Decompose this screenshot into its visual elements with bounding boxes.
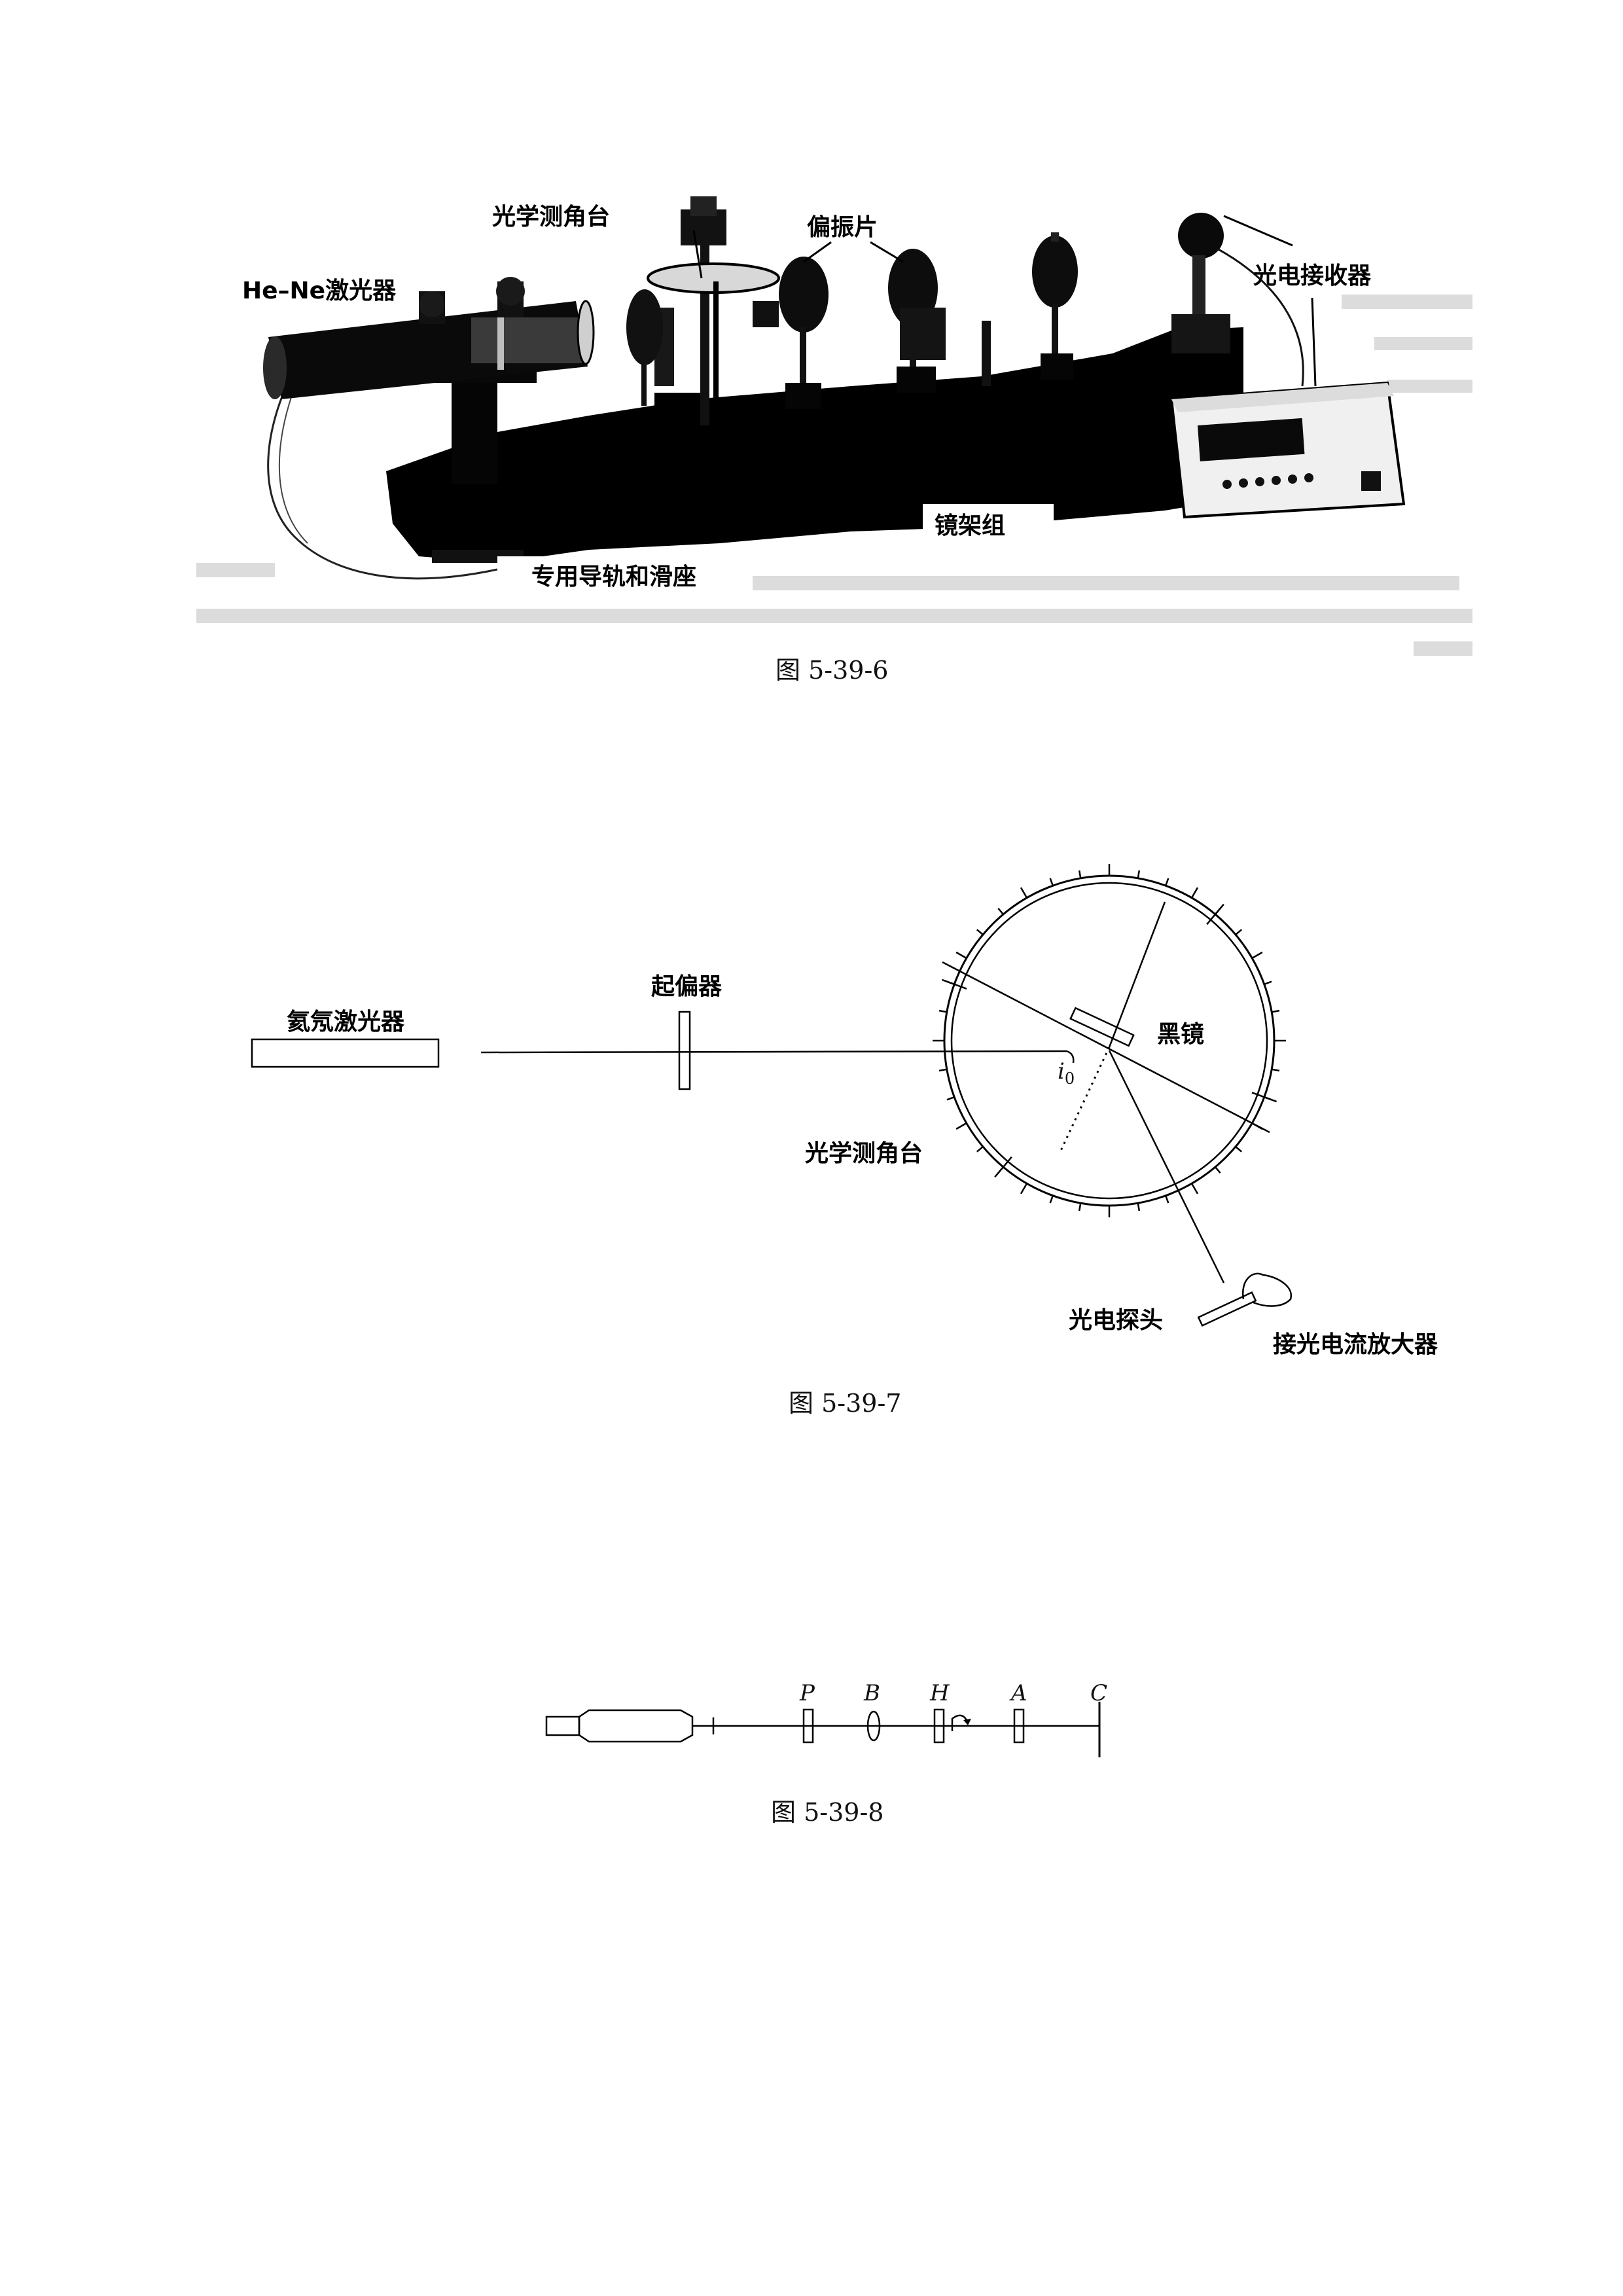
- label-he-ne-laser: He–Ne激光器: [242, 278, 397, 304]
- dial-tick: [1251, 951, 1263, 960]
- dial-tick: [976, 929, 984, 935]
- dial-tick: [955, 1122, 967, 1130]
- label-black-mirror: 黑镜: [1157, 1021, 1205, 1048]
- label-incidence-angle: i0: [1058, 1058, 1075, 1088]
- receiver-head: [1171, 213, 1230, 353]
- brewster-schematic: [251, 864, 1293, 1327]
- dial-tick: [938, 1068, 948, 1072]
- dial-tick: [1049, 878, 1054, 886]
- background-bleed: [196, 295, 1472, 656]
- photo-probe: [1197, 1272, 1293, 1327]
- caption-fig-7: 图 5-39-7: [789, 1389, 902, 1418]
- dial-tick: [1271, 1068, 1280, 1072]
- polarizer-3: [982, 232, 1078, 386]
- polarizer-2: [888, 249, 946, 393]
- laser-tube: [263, 277, 595, 399]
- dial-tick: [1235, 1146, 1243, 1153]
- label-receiver-photo: 光电接收器: [1253, 262, 1372, 289]
- leader-lines: [692, 215, 1317, 387]
- element-b: [866, 1710, 881, 1742]
- label-b: B: [864, 1680, 880, 1706]
- reflected-beam: [1108, 1050, 1225, 1283]
- dial-tick: [1078, 870, 1082, 879]
- goniometer-table: [626, 196, 780, 432]
- dial-tick: [1137, 870, 1141, 879]
- polarizer-1: [779, 257, 829, 409]
- caption-fig-6: 图 5-39-6: [776, 656, 889, 685]
- dial-tick: [1235, 929, 1243, 935]
- label-goniometer-photo: 光学测角台: [492, 204, 611, 230]
- incident-beam: [480, 1050, 1067, 1054]
- dial-major-mark: [994, 1156, 1012, 1178]
- black-mirror: [1069, 1007, 1135, 1047]
- dial-tick: [997, 907, 1004, 915]
- label-rail: 专用导轨和滑座: [531, 564, 697, 590]
- element-h: [933, 1708, 945, 1744]
- receiver-box: [1169, 381, 1406, 519]
- dial-tick: [1020, 1183, 1028, 1194]
- dial-tick: [938, 1009, 948, 1013]
- dial-tick: [1190, 887, 1199, 899]
- label-polarizer-schematic: 起偏器: [651, 973, 722, 1000]
- dial-major-mark: [1206, 903, 1224, 925]
- label-a: A: [1011, 1680, 1027, 1706]
- dial-tick: [1271, 1009, 1280, 1013]
- rotation-arrow: [951, 1714, 969, 1731]
- dial-tick: [955, 951, 967, 960]
- apparatus-photo: [196, 196, 1472, 656]
- dial-tick: [1049, 1195, 1054, 1204]
- label-polarizer-photo: 偏振片: [807, 214, 878, 241]
- dial-tick: [1165, 1195, 1169, 1204]
- dial-major-mark: [1251, 1092, 1277, 1103]
- label-p: P: [800, 1680, 815, 1706]
- dial-major-mark: [941, 978, 967, 990]
- label-mirror-group: 镜架组: [935, 512, 1006, 539]
- label-h: H: [930, 1680, 950, 1706]
- dial-tick: [1264, 980, 1272, 985]
- optical-bench-layout: [545, 1702, 1101, 1757]
- dial-tick: [1137, 1202, 1141, 1211]
- dial-tick: [1165, 878, 1169, 886]
- label-amplifier: 接光电流放大器: [1273, 1331, 1438, 1358]
- dial-tick: [1215, 1166, 1221, 1174]
- dial-tick: [1190, 1183, 1199, 1194]
- label-c: C: [1090, 1680, 1108, 1706]
- label-laser-schematic: 氦氖激光器: [287, 1009, 405, 1035]
- goniometer-dial: [933, 864, 1286, 1217]
- dial-tick: [1078, 1202, 1082, 1211]
- laser-box: [251, 1038, 440, 1068]
- dial-tick: [1020, 887, 1028, 899]
- laser-cable: [267, 356, 498, 580]
- laser-source: [545, 1709, 715, 1743]
- label-goniometer-schematic: 光学测角台: [805, 1140, 923, 1167]
- normal-line: [942, 961, 1270, 1134]
- dial-tick: [946, 1096, 955, 1101]
- caption-fig-8: 图 5-39-8: [771, 1798, 884, 1827]
- polarizer-plate: [678, 1011, 691, 1090]
- dial-tick: [976, 1146, 984, 1153]
- element-p: [802, 1708, 814, 1744]
- element-a: [1013, 1708, 1025, 1744]
- label-photo-probe: 光电探头: [1069, 1307, 1164, 1334]
